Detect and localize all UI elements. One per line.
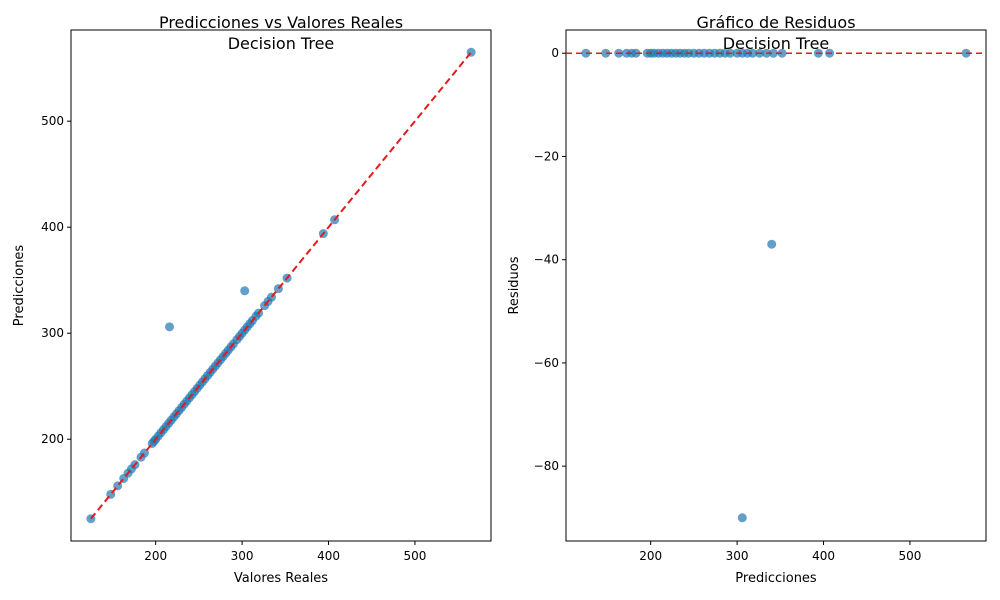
y-tick-label: −80	[534, 459, 559, 473]
x-tick-label: 500	[403, 549, 426, 563]
predictions-vs-actual-chart: Predicciones vs Valores Reales Decision …	[12, 13, 492, 586]
data-point	[581, 48, 591, 58]
x-axis-label: Valores Reales	[234, 571, 328, 586]
x-axis-label: Predicciones	[735, 571, 817, 586]
x-tick-label: 200	[639, 549, 662, 563]
plot-frame	[70, 29, 492, 542]
y-tick-label: 400	[41, 220, 64, 234]
chart-title: Gráfico de Residuos	[696, 13, 855, 32]
chart-subtitle: Decision Tree	[723, 34, 830, 53]
data-point	[240, 286, 250, 296]
x-tick-label: 500	[898, 549, 921, 563]
x-tick-label: 300	[231, 549, 254, 563]
chart-subtitle: Decision Tree	[228, 34, 335, 53]
data-point	[601, 48, 611, 58]
data-point	[737, 513, 747, 523]
data-point	[748, 48, 758, 58]
y-axis-label: Predicciones	[12, 245, 27, 327]
y-tick-label: 0	[551, 46, 559, 60]
y-tick-label: −20	[534, 149, 559, 163]
x-tick-label: 400	[812, 549, 835, 563]
chart-title: Predicciones vs Valores Reales	[159, 13, 403, 32]
y-tick-label: 500	[41, 114, 64, 128]
x-tick-label: 400	[317, 549, 340, 563]
data-point	[777, 48, 787, 58]
y-tick-label: 200	[41, 432, 64, 446]
plot-frame	[565, 29, 987, 542]
y-tick-label: −40	[534, 253, 559, 267]
y-tick-label: 300	[41, 326, 64, 340]
ideal-fit-line	[90, 51, 472, 520]
y-tick-label: −60	[534, 356, 559, 370]
data-point	[767, 239, 777, 249]
x-tick-label: 200	[144, 549, 167, 563]
y-axis-label: Residuos	[507, 256, 522, 314]
data-point	[165, 322, 175, 332]
residuals-chart: Gráfico de Residuos Decision Tree Predic…	[507, 13, 987, 586]
x-tick-label: 300	[726, 549, 749, 563]
data-point	[768, 48, 778, 58]
